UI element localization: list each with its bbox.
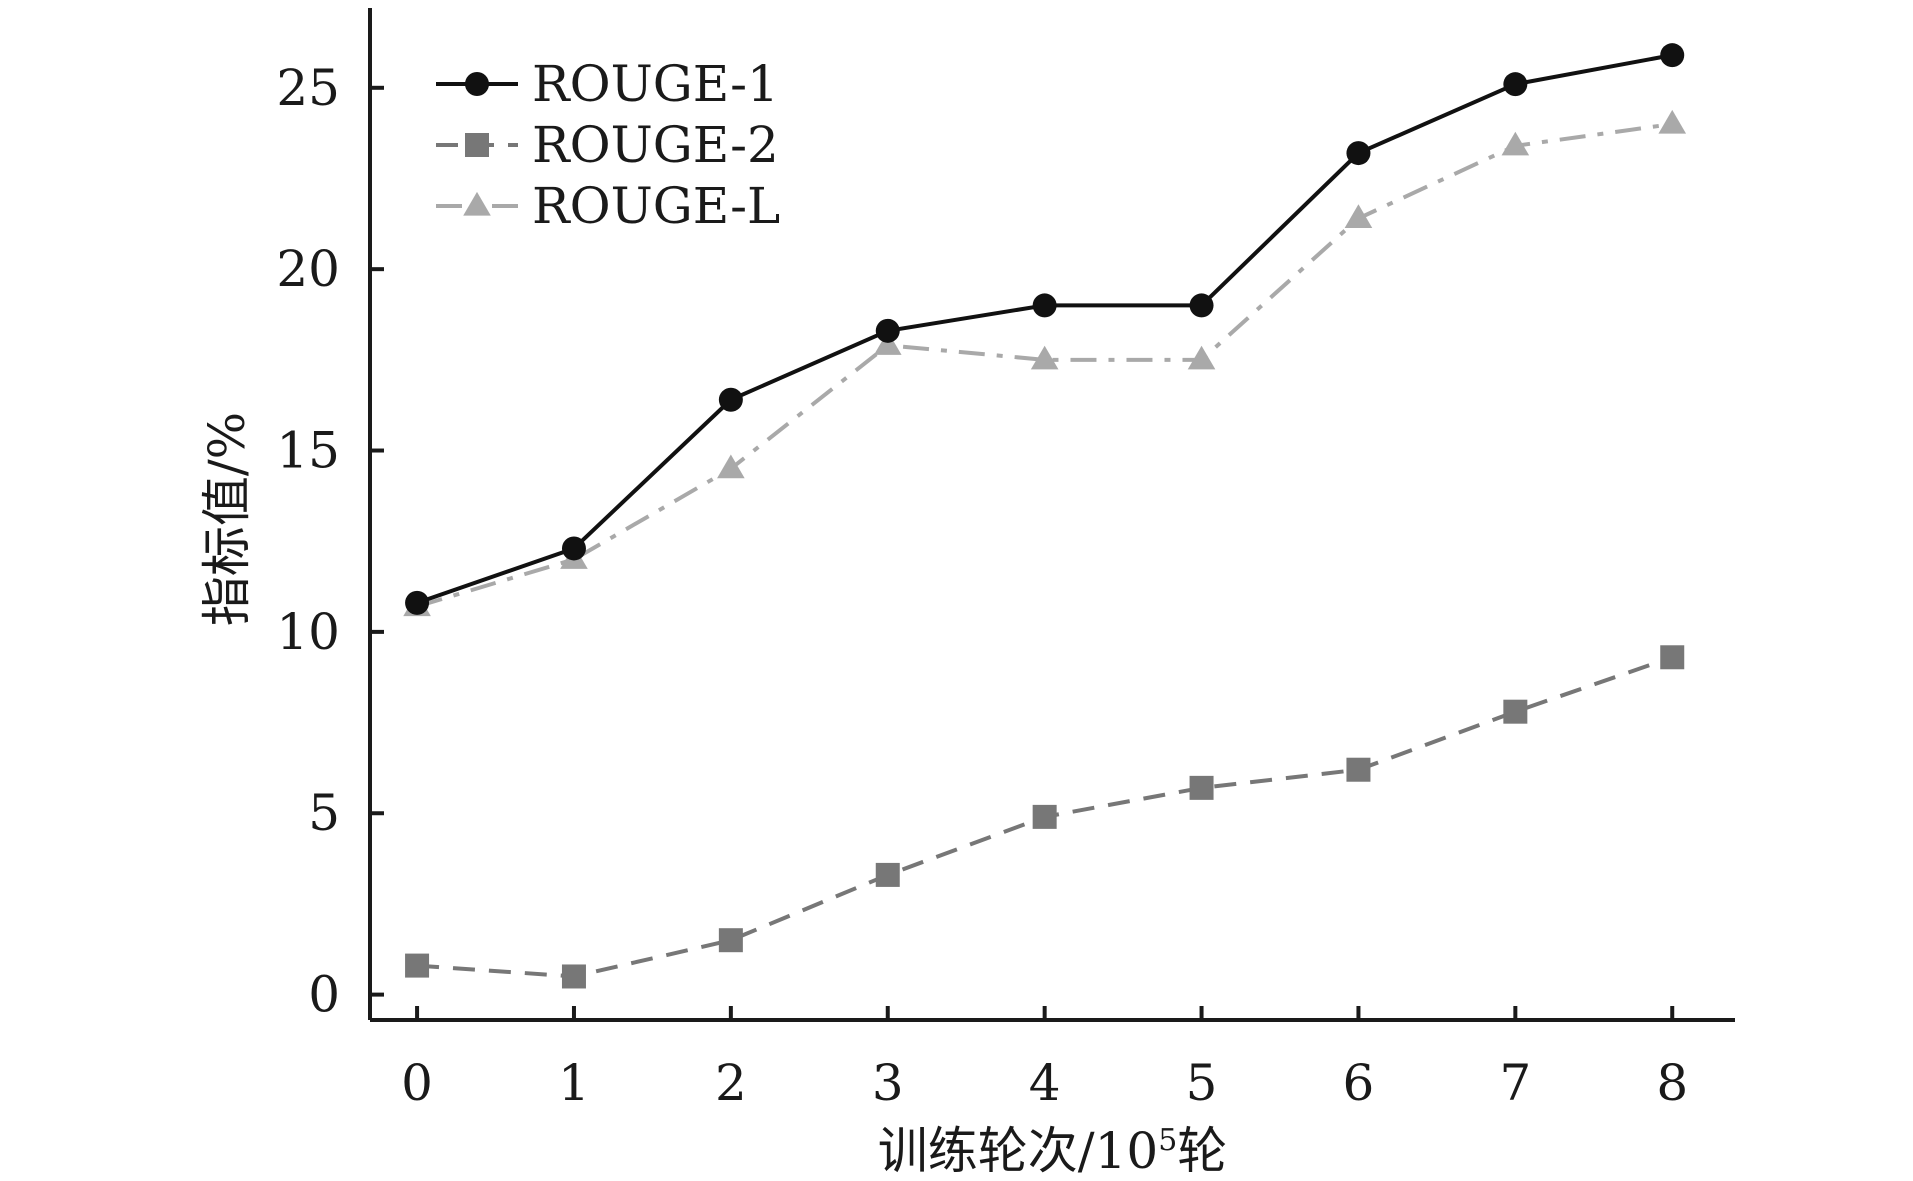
data-point-circle	[875, 318, 900, 343]
y-tick-label: 25	[276, 59, 340, 117]
data-point-circle	[718, 387, 743, 412]
data-point-triangle	[1344, 204, 1373, 228]
data-point-circle	[1032, 293, 1057, 318]
y-tick-label: 0	[308, 966, 340, 1024]
x-axis-label: 训练轮次/105轮	[878, 1122, 1228, 1180]
y-tick-label: 20	[276, 240, 340, 298]
data-point-square	[718, 928, 743, 953]
data-point-triangle	[1658, 109, 1687, 134]
data-point-triangle	[1501, 131, 1530, 156]
data-point-circle	[465, 72, 489, 96]
x-tick-label: 2	[715, 1054, 747, 1112]
x-tick-label: 1	[558, 1054, 590, 1112]
x-axis-label-suffix: 轮	[1177, 1122, 1227, 1180]
y-axis-ticks: 0 5 10 15 20 25	[276, 59, 384, 1024]
data-point-square	[561, 964, 586, 989]
x-axis-label-main: 训练轮次/10	[878, 1122, 1158, 1180]
data-point-circle	[1503, 72, 1528, 97]
data-point-circle	[1660, 43, 1685, 68]
legend-label: ROUGE-L	[532, 177, 780, 235]
x-tick-label: 3	[872, 1054, 904, 1112]
legend-item: ROUGE-L	[436, 177, 780, 235]
data-point-square	[1189, 775, 1214, 800]
data-point-circle	[561, 536, 586, 561]
y-tick-label: 15	[276, 422, 340, 480]
legend-label: ROUGE-1	[532, 55, 779, 113]
data-point-square	[1660, 645, 1685, 670]
data-point-triangle	[1187, 345, 1216, 370]
series-rouge-1	[405, 43, 1685, 615]
series-line	[416, 122, 1673, 609]
legend-item: ROUGE-1	[436, 55, 779, 113]
data-point-square	[465, 133, 489, 157]
x-axis-label-exponent: 5	[1158, 1123, 1177, 1158]
data-point-triangle	[1030, 345, 1059, 370]
axes	[368, 8, 1735, 1022]
data-point-square	[1032, 804, 1057, 829]
legend-item: ROUGE-2	[436, 116, 779, 174]
x-tick-label: 8	[1656, 1054, 1688, 1112]
x-tick-label: 7	[1499, 1054, 1531, 1112]
data-point-square	[875, 862, 900, 887]
data-point-square	[1346, 757, 1371, 782]
data-point-triangle	[873, 331, 902, 355]
y-axis-label: 指标值/%	[198, 412, 256, 626]
legend-label: ROUGE-2	[532, 116, 779, 174]
data-point-circle	[1189, 293, 1214, 318]
data-point-circle	[1346, 141, 1371, 166]
data-point-square	[1503, 699, 1528, 724]
data-point-triangle	[717, 454, 745, 479]
x-tick-label: 4	[1029, 1054, 1061, 1112]
data-point-square	[405, 953, 430, 978]
data-point-circle	[405, 590, 430, 615]
x-tick-label: 5	[1186, 1054, 1218, 1112]
series-group	[403, 43, 1687, 989]
y-tick-label: 10	[276, 603, 340, 661]
series-rouge-2	[405, 645, 1685, 989]
x-tick-label: 6	[1343, 1054, 1375, 1112]
x-tick-label: 0	[401, 1054, 433, 1112]
x-axis-ticks: 0 1 2 3 4 5 6 7 8	[401, 1006, 1688, 1112]
data-point-triangle	[463, 191, 491, 216]
y-tick-label: 5	[308, 784, 340, 842]
